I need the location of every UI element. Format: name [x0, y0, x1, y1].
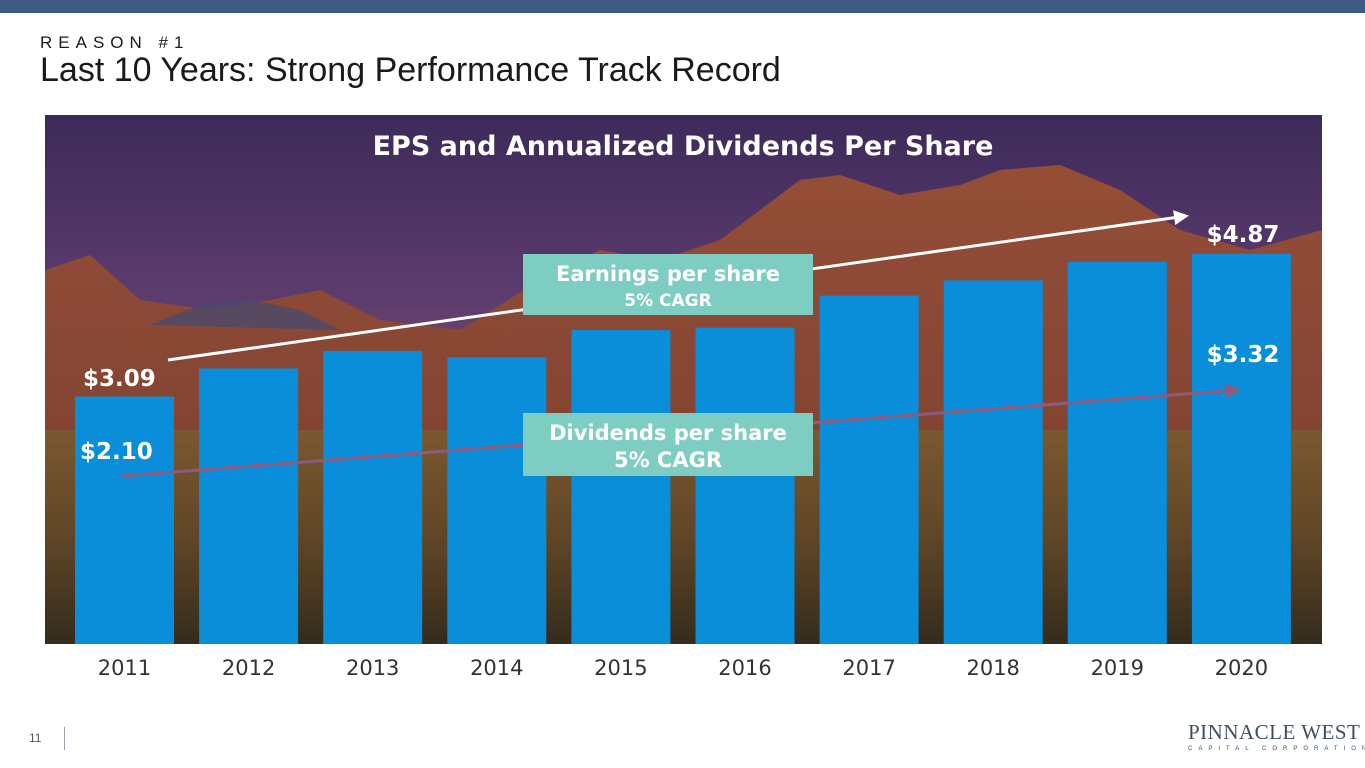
bar-2011 — [75, 396, 174, 644]
page-number: 11 — [29, 731, 42, 745]
dividend-start-label: $2.10 — [80, 439, 153, 465]
dividend-end-label: $3.32 — [1207, 342, 1280, 368]
x-tick-2012: 2012 — [222, 656, 275, 680]
company-logo: PINNACLE WEST CAPITAL CORPORATION — [1188, 720, 1365, 756]
bar-2016 — [695, 327, 795, 644]
x-tick-2020: 2020 — [1215, 656, 1268, 680]
x-tick-2018: 2018 — [966, 656, 1019, 680]
logo-wordmark: PINNACLE WEST — [1188, 720, 1361, 744]
bar-2019 — [1067, 261, 1167, 644]
eps-callout-line2: 5% CAGR — [624, 291, 711, 311]
dividends-callout: Dividends per share 5% CAGR — [523, 413, 813, 476]
eps-callout-line1: Earnings per share — [556, 262, 780, 286]
x-tick-2014: 2014 — [470, 656, 523, 680]
bar-2018 — [943, 280, 1043, 644]
slide-title: Last 10 Years: Strong Performance Track … — [40, 51, 781, 89]
bar-2014 — [447, 357, 547, 644]
bar-2012 — [199, 368, 299, 644]
x-tick-2013: 2013 — [346, 656, 399, 680]
bar-2015 — [571, 330, 671, 644]
eps-start-label: $3.09 — [83, 366, 156, 392]
bar-2017 — [819, 295, 919, 644]
slide-kicker: REASON #1 — [40, 33, 190, 52]
x-tick-2011: 2011 — [98, 656, 151, 680]
top-accent-bar — [0, 0, 1365, 13]
eps-end-label: $4.87 — [1207, 222, 1280, 248]
dividends-callout-line2: 5% CAGR — [614, 448, 722, 472]
chart-title: EPS and Annualized Dividends Per Share — [373, 131, 994, 162]
x-tick-2015: 2015 — [594, 656, 647, 680]
x-tick-2016: 2016 — [718, 656, 771, 680]
eps-callout: Earnings per share 5% CAGR — [523, 254, 813, 315]
bar-2013 — [323, 350, 423, 644]
footer-divider — [64, 727, 65, 750]
x-tick-labels: 2011 2012 2013 2014 2015 2016 2017 2018 2019 2020 — [98, 656, 1268, 680]
bars-group — [75, 253, 1291, 644]
x-tick-2019: 2019 — [1091, 656, 1144, 680]
dividends-callout-line1: Dividends per share — [549, 421, 787, 445]
x-tick-2017: 2017 — [842, 656, 895, 680]
bar-2020 — [1191, 253, 1291, 644]
logo-tagline: CAPITAL CORPORATION — [1188, 746, 1365, 752]
